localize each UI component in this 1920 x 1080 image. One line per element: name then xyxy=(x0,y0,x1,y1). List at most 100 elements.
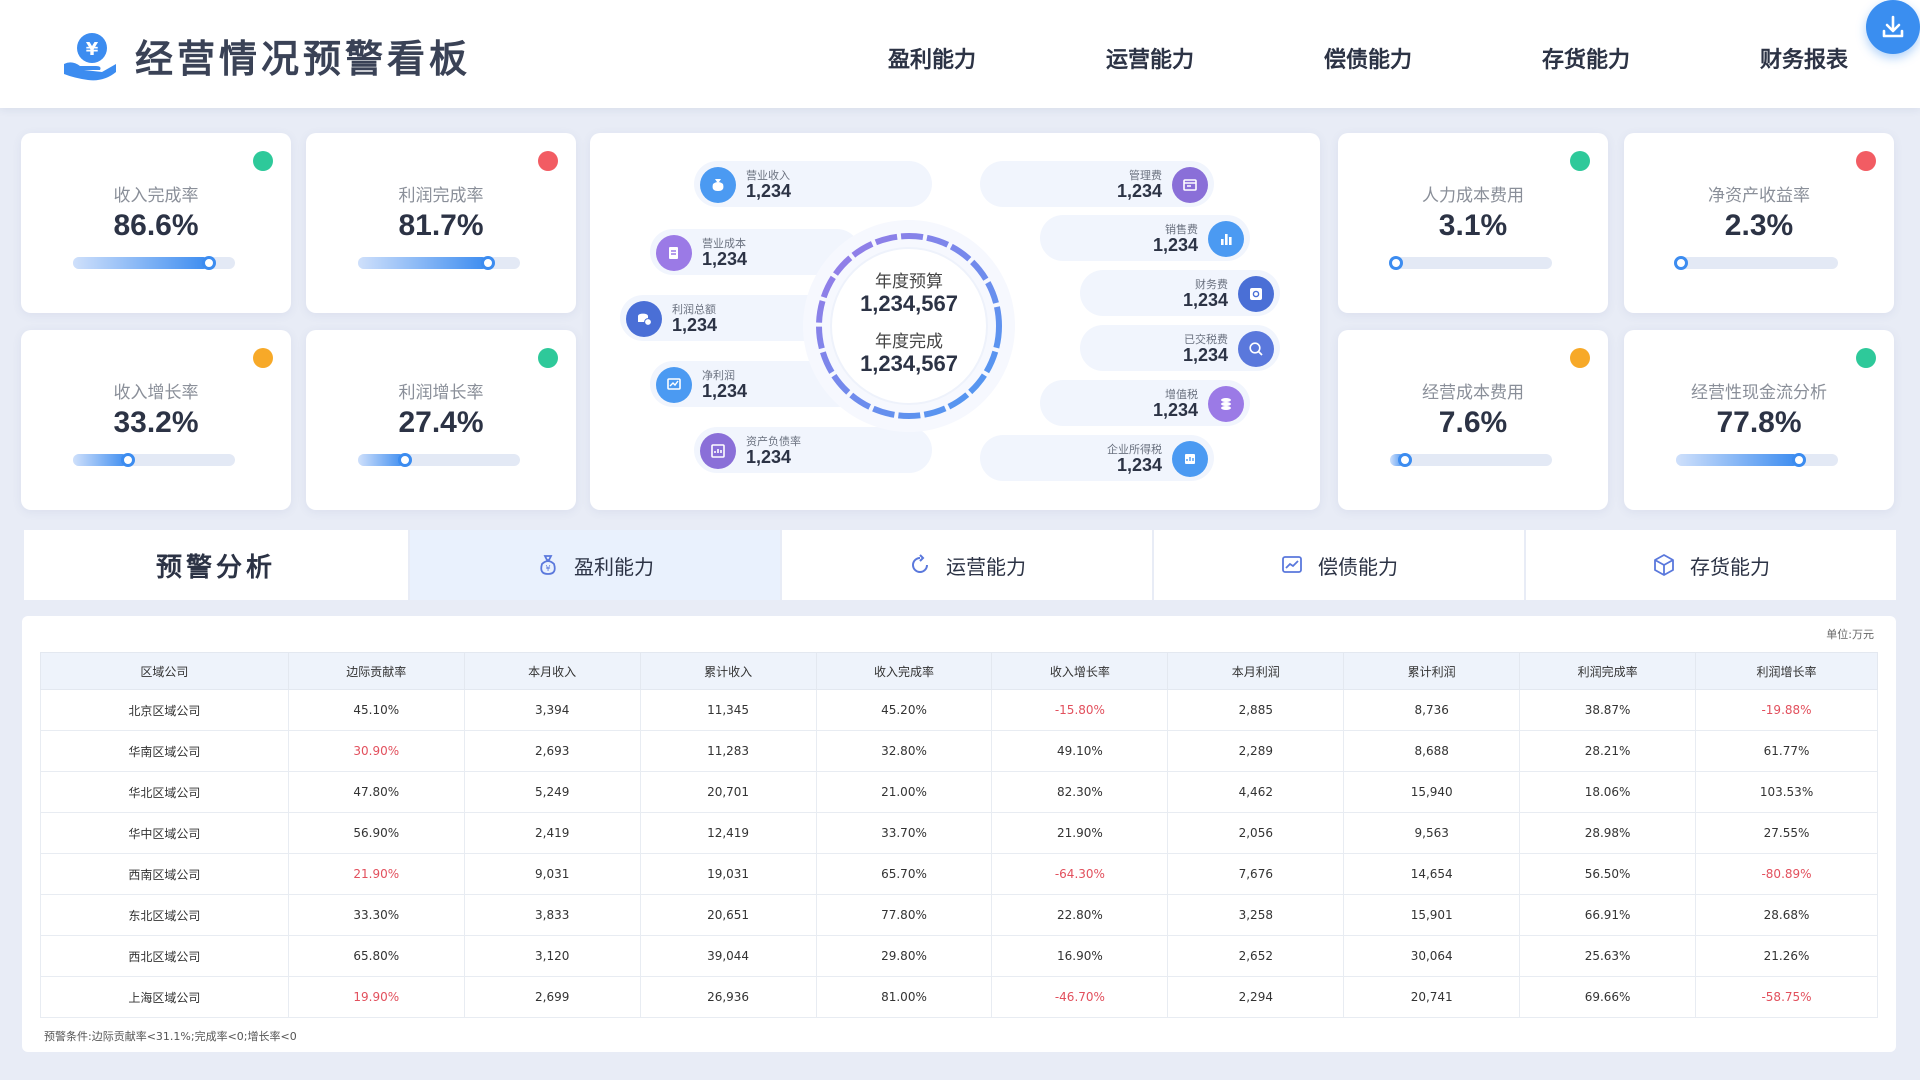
table-row[interactable]: 华南区域公司 30.90% 2,693 11,283 32.80% 49.10% 2,289… xyxy=(40,730,1878,772)
table-cell: 20,741 xyxy=(1343,976,1521,1018)
tab-solvency[interactable]: 偿债能力 xyxy=(1152,530,1524,600)
page-title: 经营情况预警看板 xyxy=(135,37,472,81)
metric-label: 营业收入 xyxy=(746,169,790,182)
table-cell: 15,940 xyxy=(1343,771,1521,813)
nav-solvency[interactable]: 偿债能力 xyxy=(1324,48,1413,73)
table-cell: 47.80% xyxy=(287,771,465,813)
completion-value: 1,234,567 xyxy=(860,351,958,376)
table-cell: 西北区域公司 xyxy=(40,935,289,977)
progress-knob xyxy=(480,256,495,270)
metric-label: 销售费 xyxy=(1165,223,1198,236)
table-row[interactable]: 北京区域公司 45.10% 3,394 11,345 45.20% -15.80% 2,88… xyxy=(40,689,1878,731)
column-header: 收入增长率 xyxy=(991,652,1169,690)
tab-label: 存货能力 xyxy=(1690,554,1770,579)
budget-label: 年度预算 xyxy=(875,272,943,292)
progress-knob xyxy=(1792,453,1807,467)
kpi-card-cashflow: 经营性现金流分析 77.8% xyxy=(1624,330,1894,510)
download-button[interactable] xyxy=(1866,0,1920,54)
column-header: 本月收入 xyxy=(463,652,641,690)
warning-table-panel: 单位:万元 区域公司 边际贡献率 本月收入 累计收入 收入完成率 收入增长率 本月利润 累计利… xyxy=(22,616,1896,1052)
folder-icon xyxy=(1172,167,1208,203)
progress-fill xyxy=(358,257,488,269)
table-cell: 27.55% xyxy=(1695,812,1878,854)
table-row[interactable]: 西北区域公司 65.80% 3,120 39,044 29.80% 16.90% 2,652… xyxy=(40,935,1878,977)
progress-track xyxy=(1390,453,1552,467)
hand-money-logo-icon: ¥ xyxy=(64,33,116,81)
tab-inventory[interactable]: 存货能力 xyxy=(1524,530,1896,600)
status-dot xyxy=(1570,348,1590,368)
analysis-tabs: 预警分析 ¥ 盈利能力 运营能力 偿债能力 存货能力 xyxy=(24,530,1896,600)
table-cell: 12,419 xyxy=(639,812,817,854)
progress-knob xyxy=(397,453,412,467)
nav-inventory[interactable]: 存货能力 xyxy=(1542,48,1631,73)
table-cell: 东北区域公司 xyxy=(40,894,289,936)
kpi-value: 81.7% xyxy=(398,209,484,242)
kpi-value: 77.8% xyxy=(1716,406,1802,439)
table-cell: -46.70% xyxy=(991,976,1169,1018)
progress-track xyxy=(1673,256,1838,270)
metric-value: 1,234 xyxy=(702,381,748,401)
status-dot xyxy=(538,151,558,171)
table-cell: 26,936 xyxy=(639,976,817,1018)
svg-text:¥: ¥ xyxy=(545,564,550,573)
metric-label: 企业所得税 xyxy=(1107,443,1162,456)
table-cell: 2,699 xyxy=(463,976,641,1018)
table-cell: 30.90% xyxy=(287,730,465,772)
stack-icon xyxy=(1208,386,1244,422)
table-cell: 103.53% xyxy=(1695,771,1878,813)
table-cell: 49.10% xyxy=(991,730,1169,772)
safe-icon xyxy=(1238,276,1274,312)
table-row[interactable]: 西南区域公司 21.90% 9,031 19,031 65.70% -64.30% 7,67… xyxy=(40,853,1878,895)
nav-operation[interactable]: 运营能力 xyxy=(1106,48,1195,73)
metric-label: 利润总额 xyxy=(672,303,716,316)
search-money-icon xyxy=(1238,331,1274,367)
table-cell: 30,064 xyxy=(1343,935,1521,977)
metric-value: 1,234 xyxy=(1116,455,1162,475)
table-cell: 14,654 xyxy=(1343,853,1521,895)
table-cell: 56.50% xyxy=(1519,853,1697,895)
table-cell: 8,688 xyxy=(1343,730,1521,772)
table-cell: 82.30% xyxy=(991,771,1169,813)
table-cell: 28.68% xyxy=(1695,894,1878,936)
table-cell: 5,249 xyxy=(463,771,641,813)
budget-ring: 年度预算 1,234,567 年度完成 1,234,567 xyxy=(796,213,1022,439)
warning-table: 区域公司 边际贡献率 本月收入 累计收入 收入完成率 收入增长率 本月利润 累计利润 利润完成率… xyxy=(40,652,1878,1018)
money-bag-icon: ¥ xyxy=(536,553,560,577)
kpi-card-roe: 净资产收益率 2.3% xyxy=(1624,133,1894,313)
table-cell: 28.21% xyxy=(1519,730,1697,772)
kpi-card-profit-growth: 利润增长率 27.4% xyxy=(306,330,576,510)
tab-profitability[interactable]: ¥ 盈利能力 xyxy=(408,530,780,600)
nav-profitability[interactable]: 盈利能力 xyxy=(888,48,977,73)
kpi-value: 27.4% xyxy=(398,406,484,439)
nav-financial-report[interactable]: 财务报表 xyxy=(1760,48,1849,73)
table-cell: 25.63% xyxy=(1519,935,1697,977)
status-dot xyxy=(1570,151,1590,171)
metric-pill-vat: 增值税 1,234 xyxy=(1040,380,1250,426)
progress-knob xyxy=(1673,256,1688,270)
table-row[interactable]: 上海区域公司 19.90% 2,699 26,936 81.00% -46.70% 2,29… xyxy=(40,976,1878,1018)
warning-condition-note: 预警条件:边际贡献率<31.1%;完成率<0;增长率<0 xyxy=(44,1030,297,1043)
metric-value: 1,234 xyxy=(702,249,748,269)
tab-label: 盈利能力 xyxy=(574,554,654,579)
table-cell: 69.66% xyxy=(1519,976,1697,1018)
metric-value: 1,234 xyxy=(746,181,792,201)
metric-pill-income-tax: 企业所得税 1,234 xyxy=(980,435,1214,481)
metric-pill-debt-ratio: 资产负债率 1,234 xyxy=(694,427,932,473)
table-row[interactable]: 华北区域公司 47.80% 5,249 20,701 21.00% 82.30% 4,462… xyxy=(40,771,1878,813)
progress-track xyxy=(358,453,520,467)
metric-label: 管理费 xyxy=(1129,169,1162,182)
bar-chart-icon xyxy=(1208,221,1244,257)
table-cell: 2,419 xyxy=(463,812,641,854)
metric-label: 已交税费 xyxy=(1184,333,1228,346)
table-cell: 33.70% xyxy=(815,812,993,854)
table-cell: 3,833 xyxy=(463,894,641,936)
tab-operation[interactable]: 运营能力 xyxy=(780,530,1152,600)
table-row[interactable]: 东北区域公司 33.30% 3,833 20,651 77.80% 22.80% 3,258… xyxy=(40,894,1878,936)
progress-track xyxy=(1676,453,1838,467)
table-row[interactable]: 华中区域公司 56.90% 2,419 12,419 33.70% 21.90% 2,056… xyxy=(40,812,1878,854)
table-cell: 2,652 xyxy=(1167,935,1345,977)
table-cell: 61.77% xyxy=(1695,730,1878,772)
table-cell: 2,056 xyxy=(1167,812,1345,854)
metric-value: 1,234 xyxy=(1152,400,1198,420)
kpi-label: 收入完成率 xyxy=(113,186,199,206)
